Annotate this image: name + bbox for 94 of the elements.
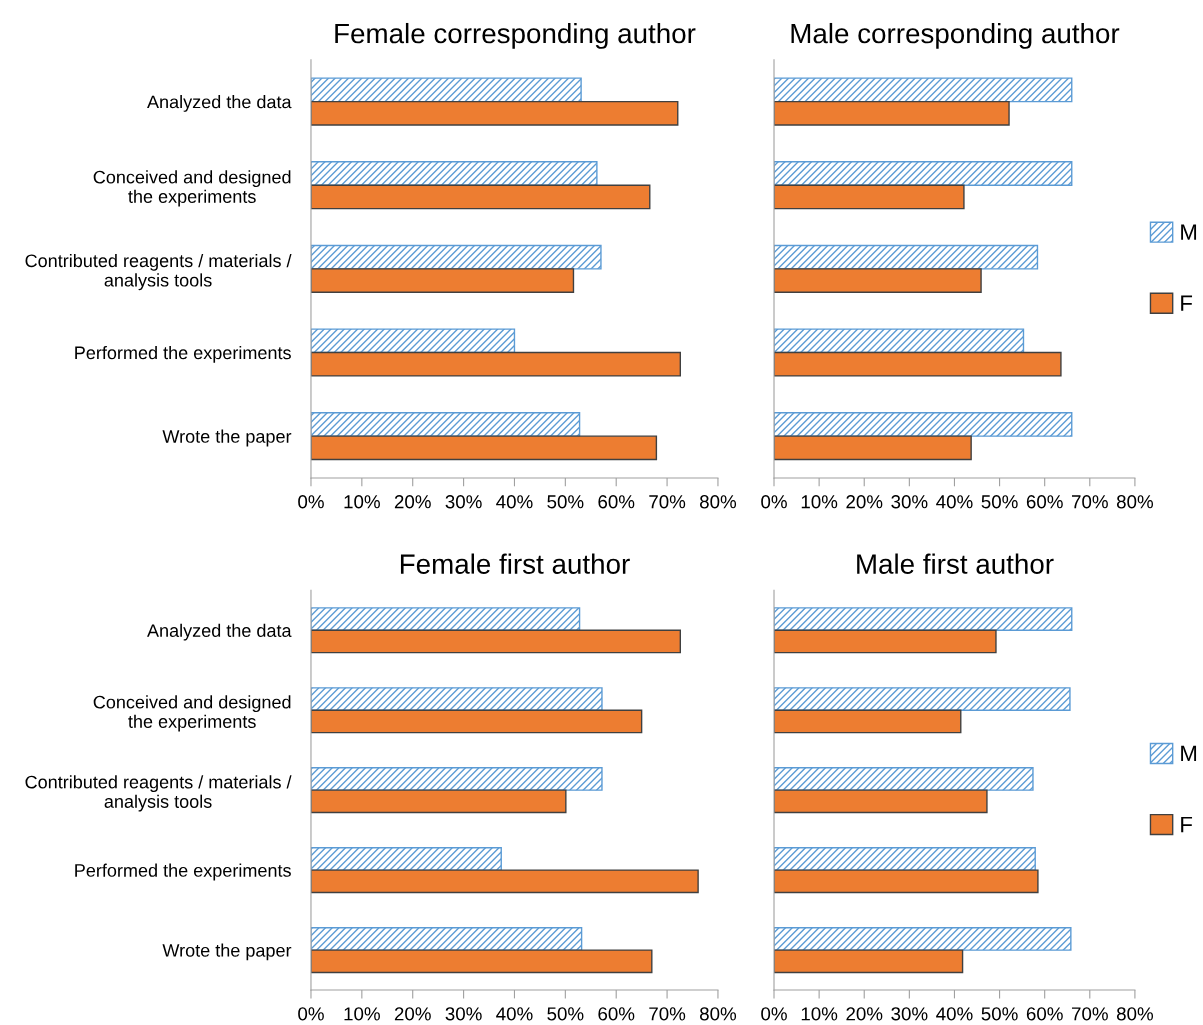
bar xyxy=(774,926,1072,951)
legend-label: M xyxy=(1181,745,1197,762)
legend-label: M xyxy=(1181,224,1197,240)
x-tick-label: 80% xyxy=(1116,1007,1154,1021)
x-tick-label: 20% xyxy=(394,1007,431,1021)
legend-label: F xyxy=(1181,816,1193,833)
x-tick-label: 30% xyxy=(891,495,928,509)
bar xyxy=(774,161,1073,186)
y-tick-label: Contributed reagents / materials / analysis tools xyxy=(25,253,292,291)
bar xyxy=(774,435,972,461)
bar xyxy=(310,926,583,951)
bar xyxy=(774,244,1039,270)
chart-title: Male corresponding author xyxy=(791,22,1120,49)
bar xyxy=(310,435,658,461)
x-tick-label: 20% xyxy=(394,495,431,509)
x-tick-label: 10% xyxy=(344,495,380,509)
bar xyxy=(310,847,502,871)
x-tick-label: 40% xyxy=(936,1007,973,1021)
x-tick-label: 10% xyxy=(801,495,838,509)
bar xyxy=(774,351,1062,377)
x-tick-label: 10% xyxy=(344,1007,380,1021)
x-tick-label: 70% xyxy=(649,495,686,509)
bar xyxy=(774,328,1025,354)
y-tick-label: Contributed reagents / materials / analysis tools xyxy=(25,775,292,812)
x-tick-label: 60% xyxy=(598,495,635,509)
x-tick-label: 40% xyxy=(936,495,973,509)
bar xyxy=(774,100,1010,126)
bar xyxy=(310,949,653,974)
bar xyxy=(310,100,679,126)
bar xyxy=(774,607,1073,631)
bar xyxy=(774,949,964,974)
y-tick-label: Analyzed the data xyxy=(147,95,292,112)
bar xyxy=(310,161,598,186)
x-tick-label: 70% xyxy=(1072,495,1108,509)
x-tick-label: 40% xyxy=(496,495,533,509)
x-tick-label: 80% xyxy=(700,1007,737,1021)
y-tick-label: Wrote the paper xyxy=(162,943,292,961)
bar xyxy=(774,847,1036,871)
x-tick-label: 50% xyxy=(547,495,584,509)
x-tick-label: 20% xyxy=(846,1007,883,1021)
bar xyxy=(774,629,997,654)
chart-title: Male first author xyxy=(857,553,1054,574)
bar xyxy=(310,709,643,734)
bar xyxy=(310,244,602,270)
bar xyxy=(774,268,982,293)
x-tick-label: 30% xyxy=(445,495,482,509)
bar xyxy=(774,869,1039,894)
bar xyxy=(310,412,581,437)
x-tick-label: 20% xyxy=(846,495,883,509)
x-tick-label: 60% xyxy=(598,1007,635,1021)
y-tick-label: Conceived and designed the experiments xyxy=(93,695,291,732)
x-tick-label: 50% xyxy=(981,495,1018,509)
bar xyxy=(310,328,516,354)
y-tick-label: Performed the experiments xyxy=(75,345,291,363)
bar xyxy=(774,767,1034,791)
bar xyxy=(774,412,1073,437)
x-tick-label: 0% xyxy=(761,495,787,509)
bar xyxy=(774,184,965,210)
x-tick-label: 60% xyxy=(1026,1007,1063,1021)
x-tick-label: 70% xyxy=(1072,1007,1108,1021)
y-tick-label: Performed the experiments xyxy=(75,863,291,881)
x-tick-label: 30% xyxy=(445,1007,482,1021)
chart-title: Female first author xyxy=(400,553,630,574)
x-tick-label: 40% xyxy=(496,1007,533,1021)
bar xyxy=(774,77,1073,103)
x-tick-label: 60% xyxy=(1026,495,1063,509)
bar xyxy=(310,789,567,814)
chart-title: Female corresponding author xyxy=(335,22,696,49)
x-tick-label: 80% xyxy=(700,495,737,509)
x-tick-label: 70% xyxy=(649,1007,686,1021)
x-tick-label: 80% xyxy=(1116,495,1154,509)
bar xyxy=(310,77,582,103)
bar xyxy=(774,687,1071,711)
y-tick-label: Conceived and designed the experiments xyxy=(93,170,291,207)
bar xyxy=(310,767,603,791)
bar xyxy=(310,351,682,377)
x-tick-label: 50% xyxy=(981,1007,1018,1021)
x-tick-label: 50% xyxy=(547,1007,584,1021)
x-tick-label: 10% xyxy=(801,1007,838,1021)
bar xyxy=(310,607,581,631)
bar xyxy=(310,268,575,293)
x-tick-label: 0% xyxy=(761,1007,787,1021)
y-tick-label: Wrote the paper xyxy=(162,429,292,447)
bar xyxy=(774,789,988,814)
bar xyxy=(310,629,682,654)
bar xyxy=(774,709,962,734)
bar xyxy=(310,687,603,711)
x-tick-label: 30% xyxy=(891,1007,928,1021)
y-tick-label: Analyzed the data xyxy=(147,623,292,641)
legend-label: F xyxy=(1181,295,1193,311)
x-tick-label: 0% xyxy=(298,495,324,509)
x-tick-label: 0% xyxy=(298,1007,324,1021)
bar xyxy=(310,869,699,894)
bar xyxy=(310,184,651,210)
